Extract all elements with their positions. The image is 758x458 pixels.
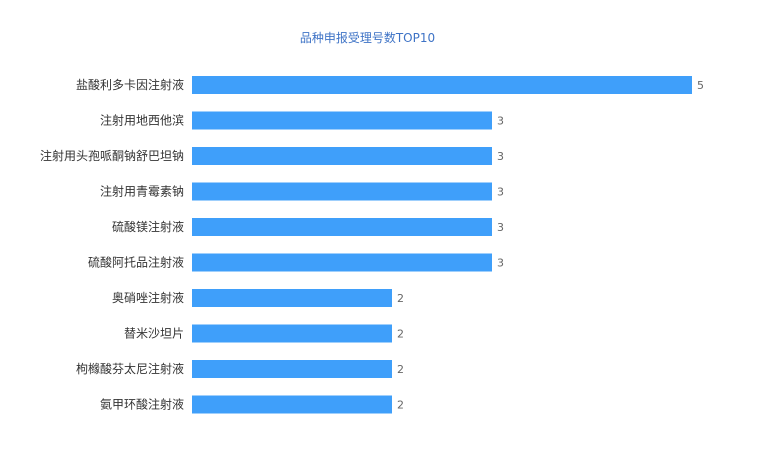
data-label: 2 <box>397 292 404 305</box>
bar[interactable] <box>192 360 392 378</box>
category-label: 替米沙坦片 <box>124 327 184 341</box>
bar[interactable] <box>192 253 492 272</box>
bar[interactable] <box>192 289 392 307</box>
bar[interactable] <box>192 324 392 343</box>
category-label: 注射用头孢哌酮钠舒巴坦钠 <box>40 148 184 163</box>
bar[interactable] <box>192 111 492 130</box>
category-label: 盐酸利多卡因注射液 <box>76 77 184 92</box>
category-label: 氨甲环酸注射液 <box>100 397 184 412</box>
category-label: 注射用地西他滨 <box>100 113 184 128</box>
data-label: 2 <box>397 328 404 341</box>
category-label: 硫酸阿托品注射液 <box>88 255 184 270</box>
bar[interactable] <box>192 147 492 165</box>
data-label: 3 <box>497 115 504 128</box>
category-label: 硫酸镁注射液 <box>112 219 184 234</box>
data-label: 3 <box>497 257 504 270</box>
data-label: 3 <box>497 221 504 234</box>
category-label: 奥硝唑注射液 <box>112 290 184 305</box>
data-label: 3 <box>497 150 504 163</box>
chart-title: 品种申报受理号数TOP10 <box>299 31 436 45</box>
category-label: 注射用青霉素钠 <box>100 184 184 199</box>
data-label: 3 <box>497 186 504 199</box>
bar[interactable] <box>192 395 392 414</box>
bar[interactable] <box>192 182 492 201</box>
bar[interactable] <box>192 76 692 94</box>
bar[interactable] <box>192 218 492 236</box>
data-label: 5 <box>697 79 704 92</box>
data-label: 2 <box>397 363 404 376</box>
category-label: 枸橼酸芬太尼注射液 <box>76 361 184 376</box>
data-label: 2 <box>397 399 404 412</box>
